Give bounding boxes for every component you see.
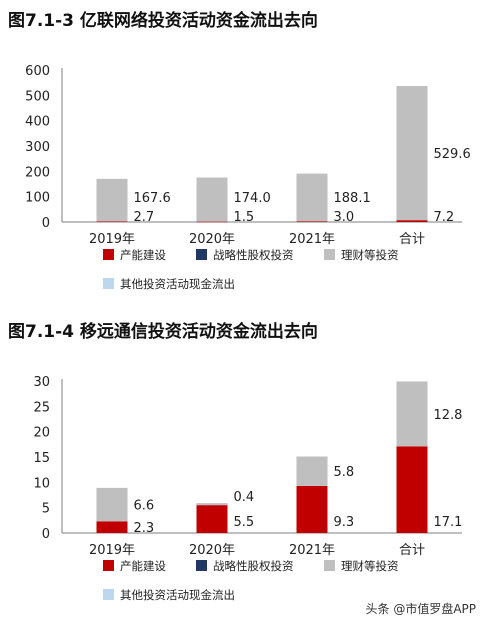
x-tick-label: 合计 bbox=[399, 232, 425, 247]
data-label: 529.6 bbox=[434, 147, 471, 162]
bar-segment bbox=[96, 487, 128, 522]
bar-segment bbox=[296, 221, 328, 222]
bar-segment bbox=[396, 86, 428, 221]
data-label: 0.4 bbox=[234, 490, 255, 505]
data-label: 188.1 bbox=[334, 191, 371, 206]
x-tick-label: 2020年 bbox=[189, 543, 235, 558]
x-tick-label: 合计 bbox=[399, 543, 425, 558]
legend-label: 理财等投资 bbox=[341, 559, 399, 573]
bar-segment bbox=[396, 446, 428, 533]
watermark: 头条 @市值罗盘APP bbox=[365, 602, 477, 616]
y-tick-label: 25 bbox=[33, 400, 50, 415]
x-tick-label: 2019年 bbox=[89, 543, 135, 558]
legend-swatch bbox=[324, 249, 335, 260]
bar-segment bbox=[196, 221, 228, 223]
chart1-svg: 0 100 200 300 400 500 600 2019年 2020年 2021年 合计 2.7 1… bbox=[25, 64, 471, 291]
legend-swatch bbox=[324, 560, 335, 571]
y-tick-label: 15 bbox=[33, 451, 50, 466]
legend-swatch bbox=[103, 278, 114, 289]
chart2-title: 图7.1-4 移远通信投资活动资金流出去向 bbox=[8, 322, 318, 342]
bar-segment bbox=[296, 485, 328, 533]
x-tick-label: 2019年 bbox=[89, 232, 135, 247]
y-tick-label: 10 bbox=[33, 476, 50, 491]
bar-segment bbox=[196, 177, 228, 222]
data-label: 5.8 bbox=[334, 465, 355, 480]
y-tick-label: 200 bbox=[25, 165, 50, 180]
bar-segment bbox=[196, 505, 228, 533]
data-label: 5.5 bbox=[234, 515, 255, 530]
legend-label: 其他投资活动现金流出 bbox=[120, 277, 235, 291]
data-label: 1.5 bbox=[234, 210, 255, 225]
legend-swatch bbox=[103, 589, 114, 600]
data-label: 7.2 bbox=[434, 210, 455, 225]
data-label: 6.6 bbox=[134, 499, 155, 514]
y-tick-label: 100 bbox=[25, 191, 50, 206]
x-tick-label: 2021年 bbox=[289, 232, 335, 247]
y-tick-label: 20 bbox=[33, 426, 50, 441]
bar-segment bbox=[296, 173, 328, 222]
y-tick-label: 500 bbox=[25, 89, 50, 104]
bar-segment bbox=[396, 220, 428, 222]
legend-swatch bbox=[196, 249, 207, 260]
bar-segment bbox=[396, 381, 428, 447]
data-label: 174.0 bbox=[234, 191, 271, 206]
y-tick-label: 400 bbox=[25, 115, 50, 130]
legend-label: 产能建设 bbox=[120, 248, 166, 262]
y-tick-label: 600 bbox=[25, 64, 50, 79]
legend-label: 产能建设 bbox=[120, 559, 166, 573]
chart2-svg: 0 5 10 15 20 25 30 2019年 2020年 2021年 合计 2.3 6.6 5.5 0.… bbox=[33, 375, 463, 602]
data-label: 3.0 bbox=[334, 210, 355, 225]
y-tick-label: 300 bbox=[25, 140, 50, 155]
legend-swatch bbox=[103, 249, 114, 260]
bar-segment bbox=[96, 221, 128, 222]
bar-segment bbox=[196, 503, 228, 506]
data-label: 2.7 bbox=[134, 210, 155, 225]
legend-label: 战略性股权投资 bbox=[213, 248, 294, 262]
chart1-title: 图7.1-3 亿联网络投资活动资金流出去向 bbox=[8, 11, 318, 31]
data-label: 12.8 bbox=[434, 408, 463, 423]
data-label: 9.3 bbox=[334, 515, 355, 530]
legend-label: 其他投资活动现金流出 bbox=[120, 588, 235, 602]
legend-label: 理财等投资 bbox=[341, 248, 399, 262]
bar-segment bbox=[96, 178, 128, 222]
data-label: 167.6 bbox=[134, 191, 171, 206]
y-tick-label: 0 bbox=[42, 216, 50, 231]
legend-swatch bbox=[196, 560, 207, 571]
x-tick-label: 2020年 bbox=[189, 232, 235, 247]
bar-segment bbox=[96, 521, 128, 533]
legend-label: 战略性股权投资 bbox=[213, 559, 294, 573]
x-tick-label: 2021年 bbox=[289, 543, 335, 558]
y-tick-label: 0 bbox=[42, 527, 50, 542]
data-label: 2.3 bbox=[134, 521, 155, 536]
bar-segment bbox=[296, 456, 328, 486]
legend-swatch bbox=[103, 560, 114, 571]
data-label: 17.1 bbox=[434, 515, 463, 530]
y-tick-label: 5 bbox=[42, 502, 50, 517]
y-tick-label: 30 bbox=[33, 375, 50, 390]
